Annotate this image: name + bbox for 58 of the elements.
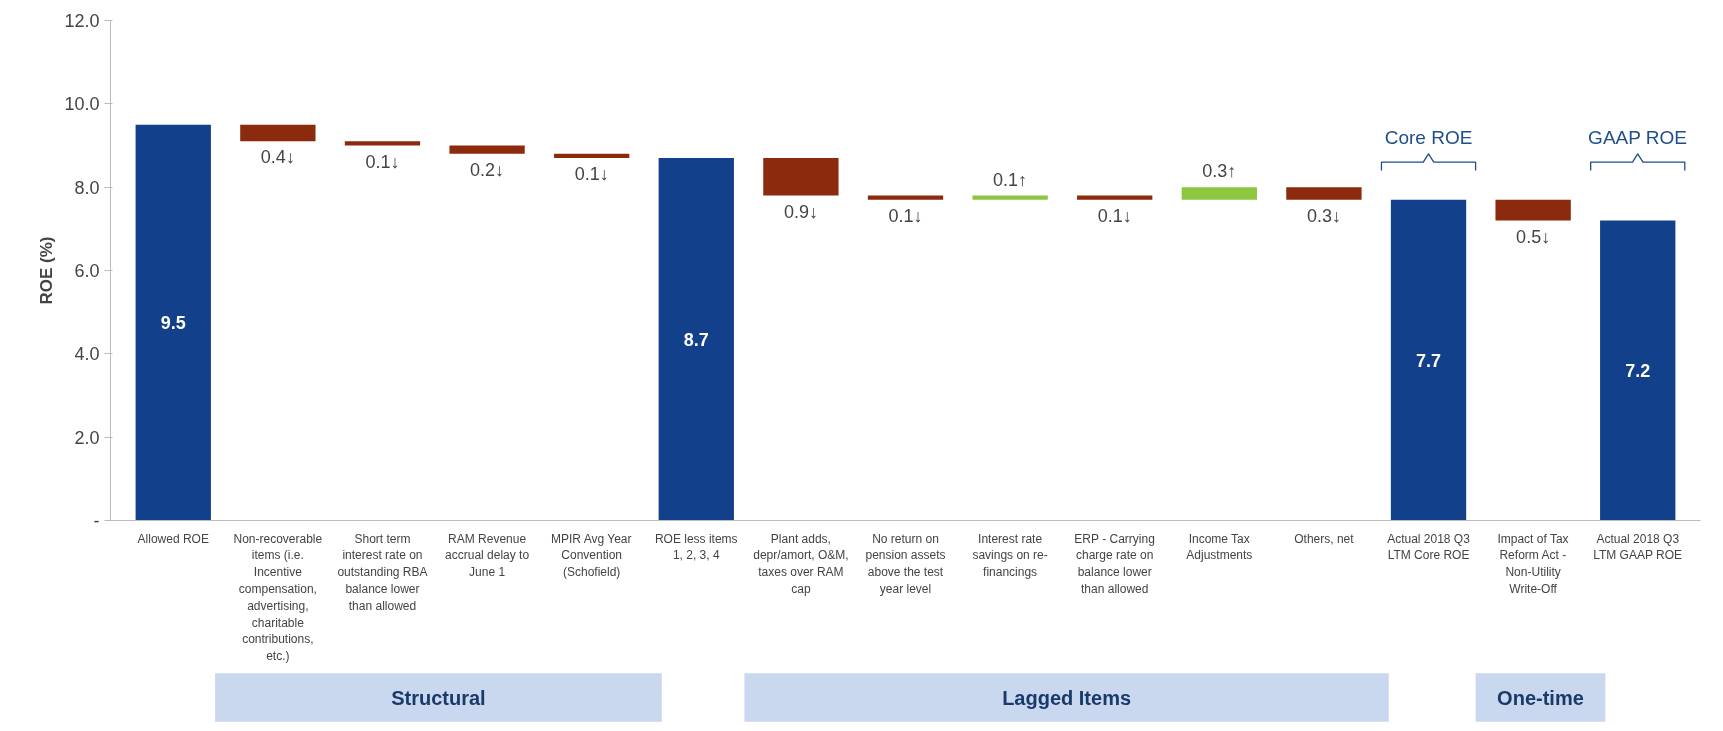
x-tick-label: Plant adds, depr/amort, O&M, taxes over RAM cap bbox=[753, 531, 849, 596]
data-label: 7.2 bbox=[1625, 361, 1651, 381]
data-label: 0.1↓ bbox=[1097, 205, 1132, 226]
text: One-time bbox=[1497, 686, 1584, 709]
bar bbox=[1077, 195, 1153, 200]
bar bbox=[1181, 187, 1257, 200]
data-label: 0.5↓ bbox=[1516, 226, 1551, 247]
y-tick-label: 4.0 bbox=[74, 344, 100, 365]
data-label: 0.1↓ bbox=[365, 151, 400, 172]
annotation: Core ROE bbox=[1384, 126, 1473, 148]
bar bbox=[1390, 199, 1467, 521]
text: Structural bbox=[391, 686, 486, 709]
text: Lagged Items bbox=[1002, 686, 1132, 709]
bar bbox=[658, 158, 734, 521]
data-label: 9.5 bbox=[160, 313, 186, 334]
x-tick-label: Actual 2018 Q3 LTM GAAP ROE bbox=[1593, 531, 1683, 563]
data-label: 8.7 bbox=[683, 329, 709, 350]
bar bbox=[972, 195, 1048, 200]
x-tick-label: Non-recoverable items (i.e. Incentive compensation, advertising, charitable contributions, etc.) bbox=[233, 531, 323, 664]
bar bbox=[344, 141, 421, 146]
y-tick-label: 6.0 bbox=[74, 261, 100, 281]
y-tick-label: - bbox=[93, 511, 100, 531]
bar bbox=[1286, 187, 1362, 200]
x-tick-label: ERP - Carrying charge rate on balance lower than allowed bbox=[1074, 531, 1155, 596]
x-tick-label: Impact of Tax Reform Act - Non-Utility Write-Off bbox=[1497, 531, 1569, 596]
x-tick-label: RAM Revenue accrual delay to June 1 bbox=[445, 531, 530, 580]
bar bbox=[1495, 199, 1571, 221]
data-label: 7.7 bbox=[1416, 350, 1442, 371]
x-tick-label: Actual 2018 Q3 LTM Core ROE bbox=[1387, 531, 1471, 563]
x-tick-label: Short term interest rate on outstanding RBA balance lower than allowed bbox=[337, 531, 428, 613]
x-tick-label: Others, net bbox=[1294, 531, 1355, 546]
y-tick-label: 12.0 bbox=[64, 11, 100, 31]
bar bbox=[240, 124, 316, 142]
x-tick-label: MPIR Avg Year Convention (Schofield) bbox=[551, 531, 632, 580]
data-label: 0.2↓ bbox=[470, 159, 505, 180]
bar bbox=[867, 195, 944, 200]
y-tick-label: 8.0 bbox=[74, 177, 100, 198]
x-tick-label: Interest rate savings on re-financings bbox=[972, 531, 1048, 580]
x-tick-label: ROE less items 1, 2, 3, 4 bbox=[654, 531, 738, 563]
data-label: 0.3↓ bbox=[1306, 205, 1341, 226]
data-label: 0.1↓ bbox=[574, 164, 609, 184]
data-label: 0.1↓ bbox=[888, 205, 923, 226]
y-tick-label: 10.0 bbox=[64, 94, 100, 115]
bar bbox=[554, 153, 630, 158]
y-tick-label: 2.0 bbox=[74, 427, 100, 448]
x-tick-label: No return on pension assets above the test year level bbox=[865, 531, 946, 596]
data-label: 0.9↓ bbox=[783, 201, 818, 222]
y-axis-title: ROE (%) bbox=[37, 236, 57, 305]
bar bbox=[1600, 220, 1676, 521]
data-label: 0.4↓ bbox=[260, 147, 295, 168]
x-tick-label: Allowed ROE bbox=[137, 531, 209, 546]
x-tick-label: Income Tax Adjustments bbox=[1186, 531, 1253, 563]
data-label: 0.3↑ bbox=[1202, 161, 1237, 182]
bar bbox=[763, 158, 839, 196]
bar bbox=[449, 145, 525, 154]
annotation: GAAP ROE bbox=[1588, 126, 1688, 148]
bar bbox=[135, 124, 211, 521]
data-label: 0.1↑ bbox=[993, 169, 1028, 190]
